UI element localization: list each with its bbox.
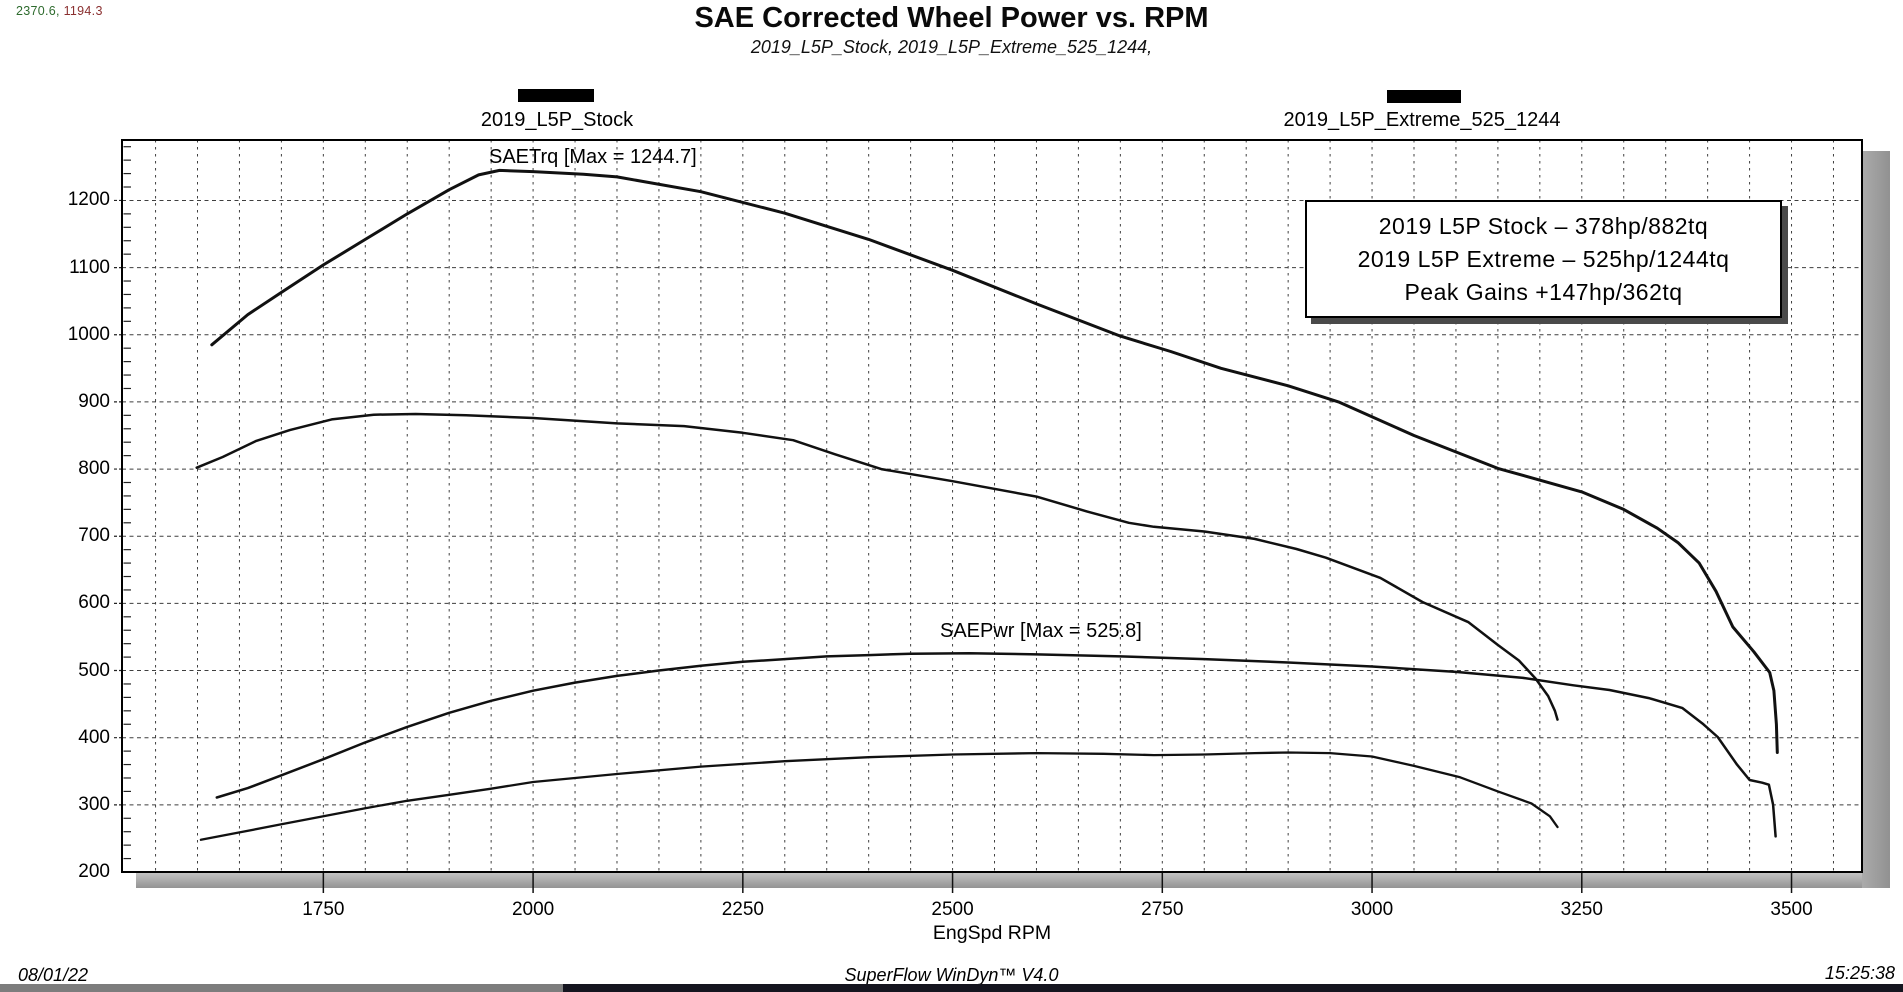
peak-results-info-box[interactable]: 2019 L5P Stock – 378hp/882tq 2019 L5P Ex…	[1305, 200, 1782, 318]
y-tick-label: 300	[78, 793, 110, 815]
x-tick-label: 2500	[931, 899, 974, 920]
info-box-stock-line: 2019 L5P Stock – 378hp/882tq	[1378, 212, 1709, 239]
page-title: SAE Corrected Wheel Power vs. RPM	[694, 2, 1209, 34]
curve-1	[195, 412, 1559, 721]
info-box-gains-line: Peak Gains +147hp/362tq	[1404, 278, 1683, 305]
legend-swatch-stock	[518, 89, 594, 102]
curve-3	[199, 751, 1559, 841]
x-axis-title: EngSpd RPM	[932, 922, 1052, 944]
y-tick-label: 900	[78, 390, 110, 412]
y-tick-label: 1100	[69, 256, 110, 278]
info-box-extreme-line: 2019 L5P Extreme – 525hp/1244tq	[1357, 245, 1730, 272]
bottom-strip-right	[563, 984, 1903, 992]
footer-date: 08/01/22	[18, 965, 89, 985]
cursor-position-readout: 2370.6, 1194.3	[16, 4, 103, 18]
bottom-strip-left	[0, 984, 563, 992]
y-tick-label: 500	[78, 659, 110, 681]
legend-label-extreme[interactable]: 2019_L5P_Extreme_525_1244	[1283, 109, 1561, 131]
torque-max-annotation: SAETrq [Max = 1244.7]	[489, 146, 697, 168]
y-tick-label: 700	[78, 525, 110, 547]
footer-time: 15:25:38	[1824, 963, 1895, 983]
x-tick-label: 2000	[511, 899, 555, 920]
y-tick-label: 1200	[67, 189, 110, 211]
y-tick-label: 200	[78, 861, 110, 882]
x-tick-label: 1750	[302, 899, 345, 920]
x-tick-label: 2250	[721, 899, 764, 920]
curve-2	[215, 651, 1777, 838]
plot-shadow-right	[1862, 151, 1890, 888]
y-tick-label: 1000	[67, 323, 110, 345]
x-tick-label: 2750	[1141, 899, 1184, 920]
cursor-x-value: 2370.6,	[16, 4, 60, 18]
footer-app-name: SuperFlow WinDyn™ V4.0	[844, 965, 1059, 985]
y-tick-label: 600	[78, 592, 110, 614]
y-tick-label: 400	[78, 726, 110, 748]
power-max-annotation: SAEPwr [Max = 525.8]	[940, 620, 1142, 642]
legend-swatch-extreme	[1387, 90, 1461, 103]
plot-shadow-bottom	[136, 873, 1890, 888]
page-subtitle: 2019_L5P_Stock, 2019_L5P_Extreme_525_124…	[750, 37, 1153, 57]
x-tick-label: 3000	[1350, 899, 1394, 920]
x-tick-label: 3250	[1560, 899, 1603, 920]
curve-0	[210, 168, 1779, 754]
y-tick-label: 800	[78, 458, 110, 480]
x-tick-label: 3500	[1770, 899, 1813, 920]
legend-label-stock[interactable]: 2019_L5P_Stock	[480, 109, 634, 131]
cursor-y-value: 1194.3	[63, 4, 103, 18]
